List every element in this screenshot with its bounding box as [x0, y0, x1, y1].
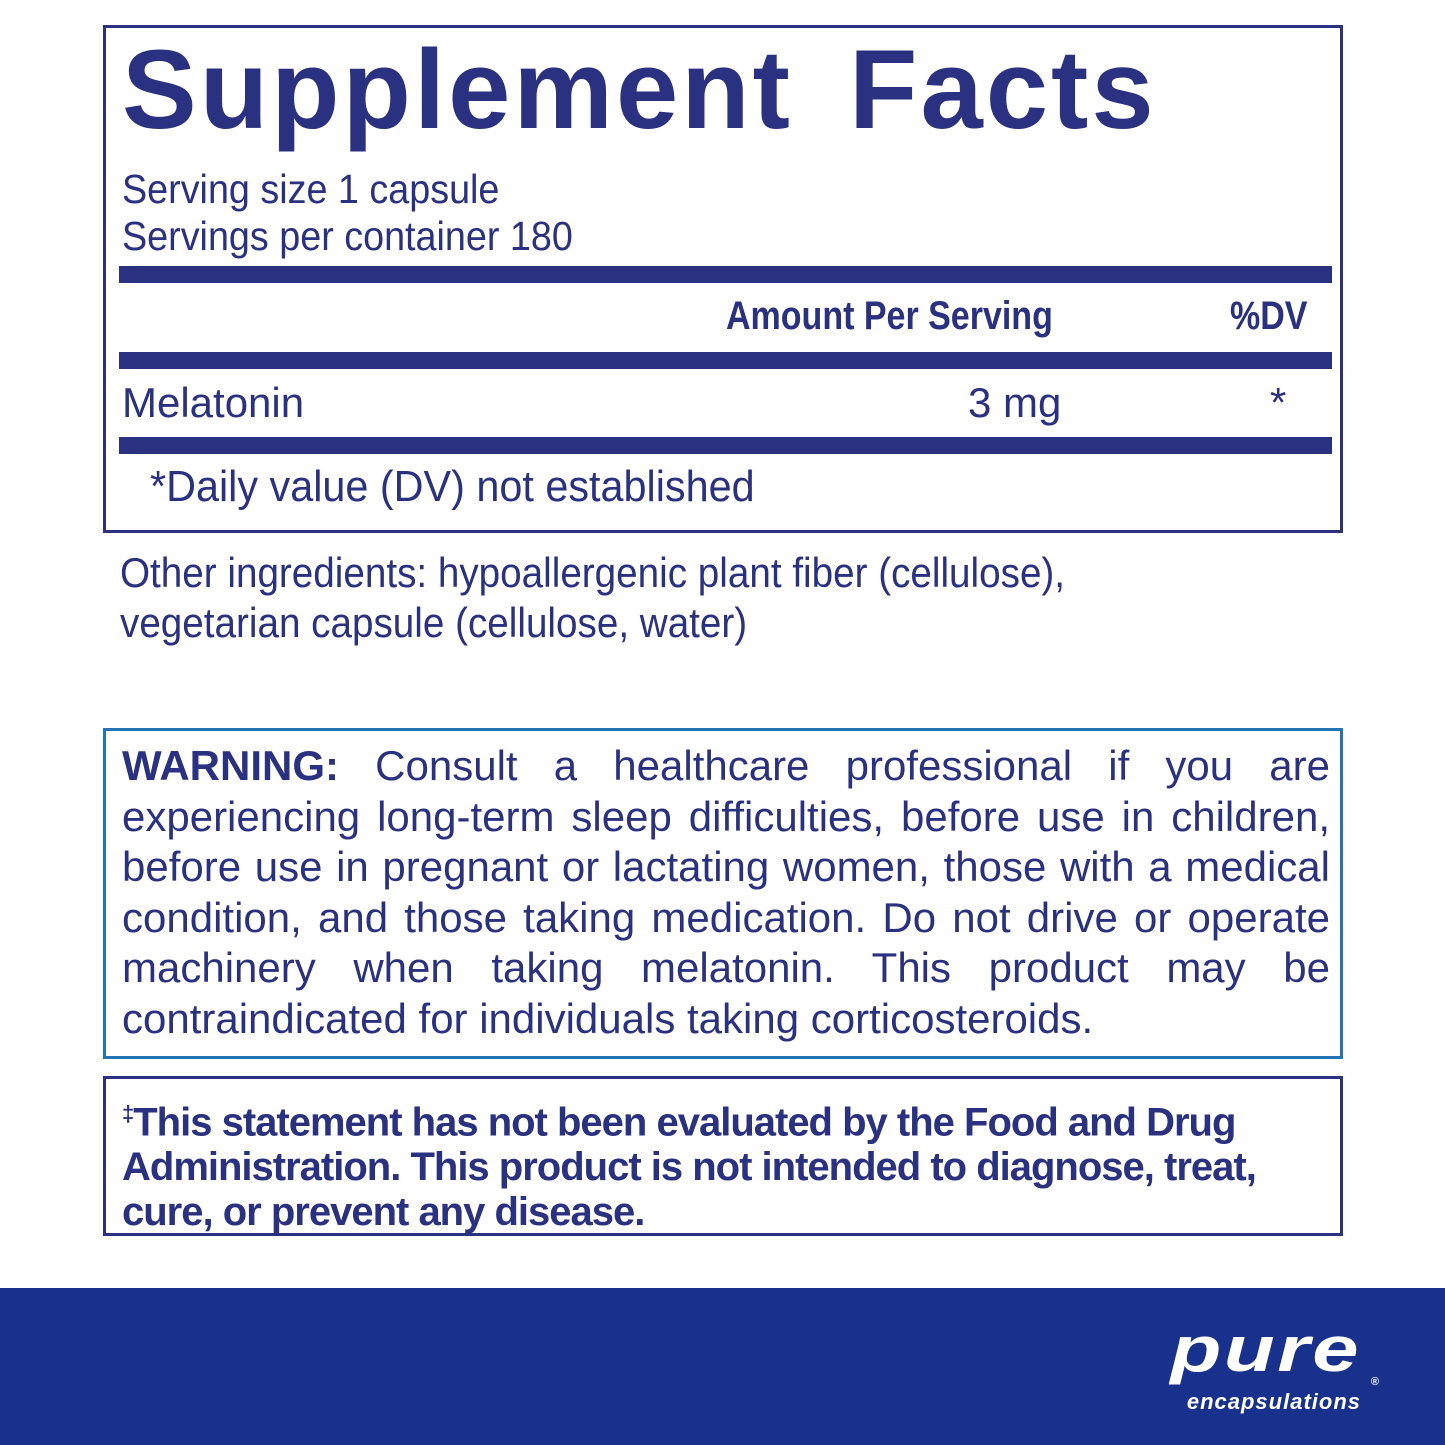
warning-text: WARNING: Consult a healthcare profession… [122, 741, 1330, 1044]
divider-bar [119, 266, 1332, 283]
header-amount: Amount Per Serving [726, 294, 1053, 338]
dv-footnote: *Daily value (DV) not established [150, 462, 755, 511]
panel-title: Supplement Facts [122, 27, 1157, 152]
ingredient-name: Melatonin [122, 379, 305, 426]
serving-size: Serving size 1 capsule [122, 166, 500, 212]
warning-body: Consult a healthcare professional if you… [122, 742, 1331, 1042]
other-ingredients: Other ingredients: hypoallergenic plant … [120, 548, 1065, 648]
ingredient-amount: 3 mg [968, 379, 1062, 426]
warning-label: WARNING: [122, 742, 339, 789]
fda-disclaimer-box: ‡This statement has not been evaluated b… [103, 1076, 1343, 1236]
registered-mark: ® [1370, 1376, 1379, 1388]
header-dv: %DV [1230, 294, 1308, 338]
double-dagger-mark: ‡ [122, 1101, 134, 1126]
divider-bar [119, 352, 1332, 369]
other-ingredients-line: Other ingredients: hypoallergenic plant … [120, 549, 1066, 596]
warning-box: WARNING: Consult a healthcare profession… [103, 728, 1343, 1059]
logo-encapsulations: encapsulations [1186, 1389, 1361, 1414]
other-ingredients-line: vegetarian capsule (cellulose, water) [120, 599, 748, 646]
fda-text: This statement has not been evaluated by… [122, 1100, 1257, 1235]
fda-disclaimer: ‡This statement has not been evaluated b… [122, 1091, 1332, 1235]
logo-pure: pure [1170, 1313, 1361, 1385]
divider-bar [119, 437, 1332, 454]
ingredient-dv: * [1270, 379, 1287, 426]
servings-per-container: Servings per container 180 [122, 213, 573, 259]
brand-logo: pure encapsulations ® [1170, 1310, 1379, 1416]
brand-band: pure encapsulations ® [0, 1288, 1445, 1445]
supplement-facts-panel: Supplement Facts Serving size 1 capsule … [103, 25, 1343, 533]
